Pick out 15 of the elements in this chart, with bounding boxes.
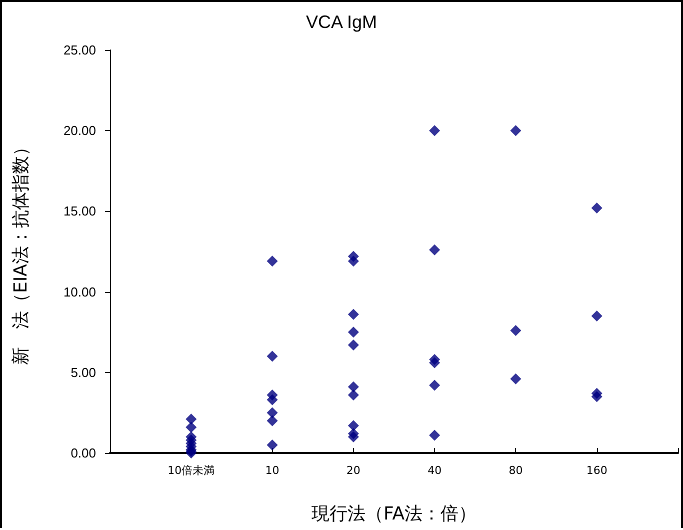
- x-tick-label: 80: [508, 464, 523, 477]
- y-tick-label: 20.00: [63, 123, 96, 138]
- y-tick-label: 0.00: [70, 446, 96, 460]
- x-tick-label: 40: [428, 464, 442, 477]
- x-tick-label: 10倍未満: [168, 464, 215, 477]
- x-tick-label: 10: [265, 464, 280, 477]
- y-tick-label: 5.00: [70, 364, 96, 380]
- x-tick-label: 160: [586, 464, 608, 477]
- y-axis-title: 新 法（EIA法：抗体指数）: [10, 138, 32, 365]
- y-tick-label: 10.00: [63, 284, 96, 300]
- chart-title: VCA IgM: [306, 12, 378, 32]
- y-tick-label: 15.00: [63, 204, 96, 219]
- x-axis-title: 現行法（FA法：倍）: [311, 504, 477, 524]
- x-tick-label: 20: [346, 464, 360, 477]
- y-tick-label: 25.00: [63, 42, 96, 58]
